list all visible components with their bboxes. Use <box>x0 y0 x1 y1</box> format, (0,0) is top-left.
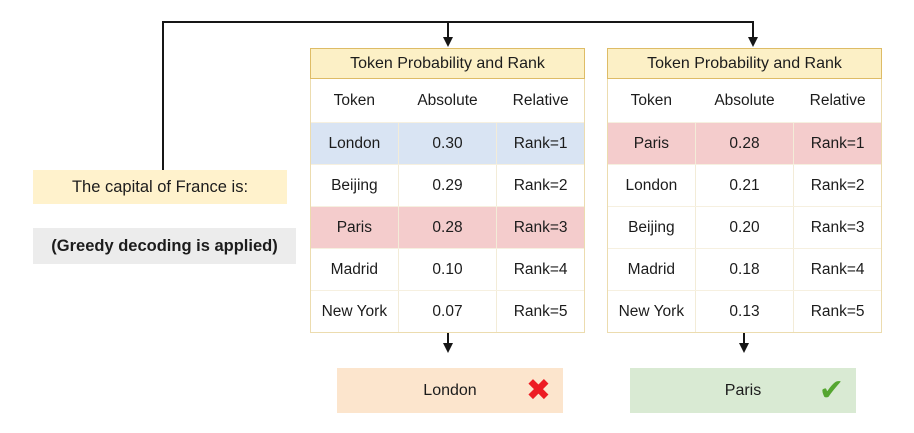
table-row: New York 0.13 Rank=5 <box>608 290 881 332</box>
column-header-absolute: Absolute <box>417 91 478 109</box>
table-title: Token Probability and Rank <box>607 48 882 79</box>
cross-icon: ✖ <box>525 373 551 407</box>
table-row: London 0.21 Rank=2 <box>608 164 881 206</box>
token-table-absolute: Token Probability and Rank Token Absolut… <box>310 48 585 333</box>
table-header-row: Token Absolute Relative <box>608 79 881 122</box>
prompt-text: The capital of France is: <box>71 177 249 196</box>
arrow-to-table2-stem <box>752 21 754 38</box>
cell-token: London <box>625 176 678 194</box>
column-header-relative: Relative <box>512 91 569 109</box>
cell-token: Beijing <box>628 218 675 236</box>
arrow-down-icon <box>747 37 758 47</box>
cell-token: Madrid <box>330 260 379 278</box>
cell-token: New York <box>321 302 388 320</box>
decoding-note-text: (Greedy decoding is applied) <box>51 236 278 255</box>
cell-absolute: 0.29 <box>397 165 497 206</box>
cell-absolute: 0.07 <box>397 291 497 332</box>
column-header-token: Token <box>333 91 376 109</box>
cell-relative: Rank=1 <box>496 123 584 164</box>
cell-relative: Rank=3 <box>496 207 584 248</box>
cell-relative: Rank=2 <box>496 165 584 206</box>
check-icon: ✔ <box>818 373 844 407</box>
cell-absolute: 0.13 <box>694 291 794 332</box>
cell-relative: Rank=4 <box>793 249 881 290</box>
cell-absolute: 0.30 <box>397 123 497 164</box>
arrow-down-icon <box>442 37 453 47</box>
cell-relative: Rank=5 <box>793 291 881 332</box>
table-row: London 0.30 Rank=1 <box>311 122 584 164</box>
table-row: Madrid 0.10 Rank=4 <box>311 248 584 290</box>
result-token-label: Paris <box>724 381 762 399</box>
table-row: Paris 0.28 Rank=1 <box>608 122 881 164</box>
arrow-down-icon <box>738 343 749 353</box>
cell-relative: Rank=4 <box>496 249 584 290</box>
cell-relative: Rank=3 <box>793 207 881 248</box>
cell-absolute: 0.10 <box>397 249 497 290</box>
cell-absolute: 0.20 <box>694 207 794 248</box>
cell-token: New York <box>618 302 685 320</box>
cell-absolute: 0.21 <box>694 165 794 206</box>
column-header-token: Token <box>630 91 673 109</box>
table-row: Beijing 0.29 Rank=2 <box>311 164 584 206</box>
arrow-to-table1-stem <box>447 21 449 38</box>
cell-relative: Rank=5 <box>496 291 584 332</box>
connector-prompt-vertical-line <box>162 21 164 171</box>
table-row: New York 0.07 Rank=5 <box>311 290 584 332</box>
cell-token: London <box>328 134 381 152</box>
table-row: Paris 0.28 Rank=3 <box>311 206 584 248</box>
table-row: Beijing 0.20 Rank=3 <box>608 206 881 248</box>
arrow-table2-to-result-stem <box>743 328 745 344</box>
connector-horizontal-line <box>162 21 754 23</box>
column-header-absolute: Absolute <box>714 91 775 109</box>
prompt-box: The capital of France is: <box>33 170 287 204</box>
cell-absolute: 0.28 <box>397 207 497 248</box>
arrow-table1-to-result-stem <box>447 328 449 344</box>
cell-absolute: 0.18 <box>694 249 794 290</box>
table-body: Token Absolute Relative London 0.30 Rank… <box>310 79 585 333</box>
token-table-relative: Token Probability and Rank Token Absolut… <box>607 48 882 333</box>
cell-token: Paris <box>633 134 670 152</box>
result-box-incorrect: London ✖ <box>337 368 563 413</box>
result-token-label: London <box>423 381 477 399</box>
table-title: Token Probability and Rank <box>310 48 585 79</box>
arrow-down-icon <box>442 343 453 353</box>
cell-absolute: 0.28 <box>694 123 794 164</box>
cell-token: Madrid <box>627 260 676 278</box>
cell-relative: Rank=1 <box>793 123 881 164</box>
decoding-note-box: (Greedy decoding is applied) <box>33 228 296 264</box>
table-row: Madrid 0.18 Rank=4 <box>608 248 881 290</box>
table-header-row: Token Absolute Relative <box>311 79 584 122</box>
table-body: Token Absolute Relative Paris 0.28 Rank=… <box>607 79 882 333</box>
cell-token: Beijing <box>331 176 378 194</box>
cell-token: Paris <box>336 218 373 236</box>
column-header-relative: Relative <box>809 91 866 109</box>
result-box-correct: Paris ✔ <box>630 368 856 413</box>
cell-relative: Rank=2 <box>793 165 881 206</box>
